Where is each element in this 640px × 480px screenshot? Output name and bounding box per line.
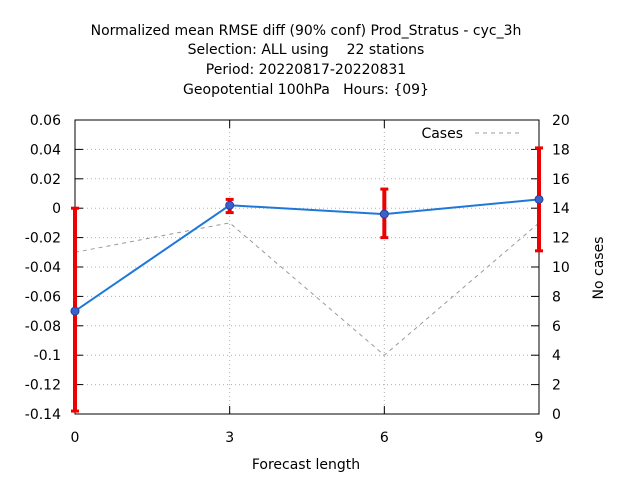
grid <box>75 120 539 414</box>
y-tick-label: -0.12 <box>25 378 61 394</box>
y2-tick-label: 0 <box>552 407 561 423</box>
y-tick-label: -0.02 <box>25 231 61 247</box>
y-tick-label: -0.06 <box>25 289 61 305</box>
x-axis-ticks: 0 3 6 9 <box>71 120 544 446</box>
y-axis-ticks: 0.06 0.04 0.02 0 -0.02 -0.04 -0.06 -0.08 -0.1 -0.… <box>25 113 83 423</box>
title-line-3: Period: 20220817-20220831 <box>206 62 406 78</box>
cases-series <box>74 222 540 356</box>
rmse-diff-series <box>70 194 544 316</box>
x-tick-label: 6 <box>380 430 389 446</box>
y-tick-label: 0.06 <box>30 113 61 129</box>
data-point <box>534 194 544 204</box>
cases-line <box>74 222 540 356</box>
title-line-1: Normalized mean RMSE diff (90% conf) Pro… <box>91 23 522 39</box>
title-line-2: Selection: ALL using 22 stations <box>188 42 425 58</box>
y2-tick-label: 14 <box>552 201 570 217</box>
error-bars <box>71 146 543 413</box>
chart-title: Normalized mean RMSE diff (90% conf) Pro… <box>91 23 522 98</box>
y-tick-label: 0.04 <box>30 142 61 158</box>
y2-tick-label: 18 <box>552 142 570 158</box>
x-tick-label: 0 <box>71 430 80 446</box>
x-tick-label: 3 <box>225 430 234 446</box>
y-tick-label: -0.1 <box>34 348 61 364</box>
y2-axis-label: No cases <box>591 237 607 300</box>
y-tick-label: -0.08 <box>25 319 61 335</box>
data-point <box>379 209 389 219</box>
y2-tick-label: 8 <box>552 289 561 305</box>
rmse-diff-line <box>74 198 540 312</box>
y2-tick-label: 4 <box>552 348 561 364</box>
data-point <box>225 200 235 210</box>
y-tick-label: -0.04 <box>25 260 61 276</box>
y2-tick-label: 2 <box>552 378 561 394</box>
y2-tick-label: 12 <box>552 231 570 247</box>
y2-tick-label: 16 <box>552 172 570 188</box>
x-tick-label: 9 <box>535 430 544 446</box>
legend: Cases <box>421 126 521 142</box>
y2-tick-label: 6 <box>552 319 561 335</box>
y2-tick-label: 10 <box>552 260 570 276</box>
legend-label-cases: Cases <box>421 126 463 142</box>
y-tick-label: 0.02 <box>30 172 61 188</box>
y-tick-label: 0 <box>52 201 61 217</box>
y2-tick-label: 20 <box>552 113 570 129</box>
y-tick-label: -0.14 <box>25 407 61 423</box>
title-line-4: Geopotential 100hPa Hours: {09} <box>183 82 429 98</box>
x-axis-label: Forecast length <box>252 457 360 473</box>
data-point <box>70 306 80 316</box>
